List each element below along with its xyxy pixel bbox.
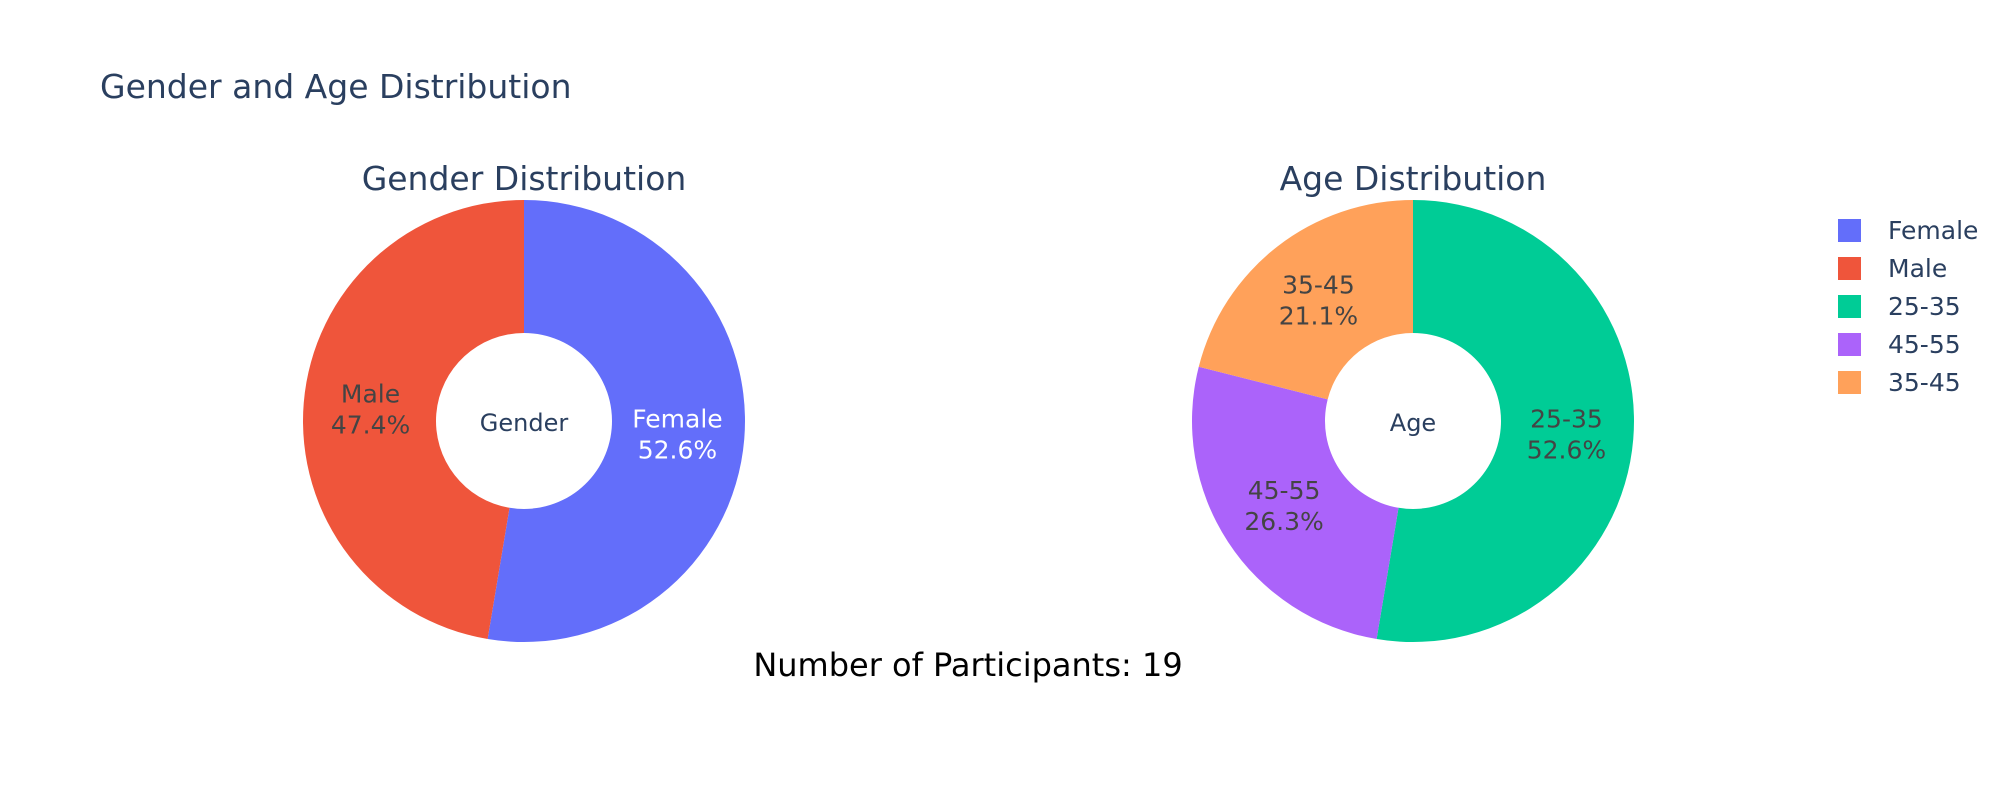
- legend[interactable]: Female Male 25-35 45-55 35-45: [1838, 216, 1978, 397]
- participants-annotation: Number of Participants: 19: [753, 646, 1182, 684]
- age-slice-label-35-45: 35-45: [1282, 270, 1355, 299]
- gender-slice-percent-male: 47.4%: [331, 410, 410, 439]
- legend-swatch-male: [1838, 257, 1861, 280]
- legend-label-25-35: 25-35: [1888, 292, 1961, 321]
- age-slice-25-35[interactable]: [1376, 200, 1634, 642]
- legend-item-45-55[interactable]: 45-55: [1838, 330, 1961, 359]
- legend-label-45-55: 45-55: [1888, 330, 1961, 359]
- age-slice-label-45-55: 45-55: [1248, 476, 1321, 505]
- age-slice-percent-45-55: 26.3%: [1244, 507, 1323, 536]
- gender-slice-female[interactable]: [487, 200, 745, 642]
- chart-title: Gender and Age Distribution: [100, 67, 572, 106]
- age-subtitle: Age Distribution: [1280, 159, 1547, 198]
- legend-item-female[interactable]: Female: [1838, 216, 1978, 245]
- gender-slice-label-male: Male: [341, 379, 400, 408]
- age-slice-percent-35-45: 21.1%: [1279, 301, 1358, 330]
- age-slices: [1192, 200, 1634, 642]
- gender-subtitle: Gender Distribution: [362, 159, 687, 198]
- legend-label-male: Male: [1888, 254, 1947, 283]
- age-slice-label-25-35: 25-35: [1530, 405, 1603, 434]
- gender-slices: [302, 200, 745, 642]
- age-slice-percent-25-35: 52.6%: [1527, 436, 1606, 465]
- legend-item-25-35[interactable]: 25-35: [1838, 292, 1961, 321]
- legend-item-male[interactable]: Male: [1838, 254, 1947, 283]
- legend-swatch-female: [1838, 219, 1861, 242]
- gender-slice-percent-female: 52.6%: [638, 436, 717, 465]
- age-slice-45-55[interactable]: [1192, 366, 1399, 639]
- gender-slice-label-female: Female: [632, 405, 722, 434]
- legend-label-35-45: 35-45: [1888, 368, 1961, 397]
- age-hole-label: Age: [1390, 409, 1436, 437]
- legend-swatch-35-45: [1838, 371, 1861, 394]
- age-slice-35-45[interactable]: [1198, 200, 1413, 400]
- gender-slice-male[interactable]: [302, 200, 524, 639]
- legend-label-female: Female: [1888, 216, 1978, 245]
- legend-item-35-45[interactable]: 35-45: [1838, 368, 1961, 397]
- gender-hole-label: Gender: [480, 409, 569, 437]
- legend-swatch-25-35: [1838, 295, 1861, 318]
- legend-swatch-45-55: [1838, 333, 1861, 356]
